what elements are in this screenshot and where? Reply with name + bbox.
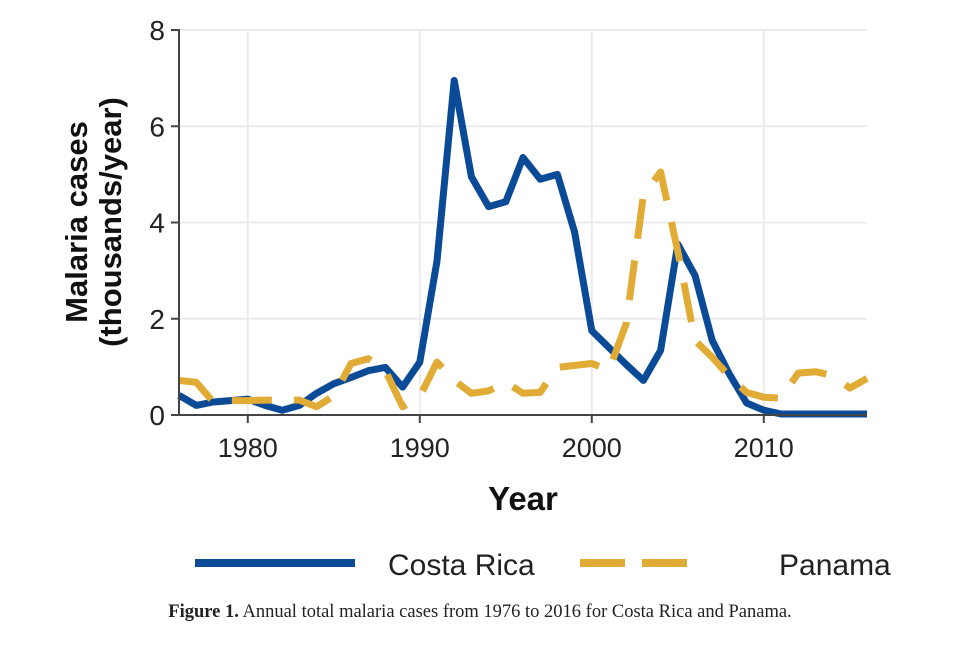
caption-label: Figure 1.: [168, 602, 239, 622]
x-tick-label: 2010: [734, 433, 794, 463]
y-tick-label: 2: [149, 304, 165, 335]
legend-label-panama: Panama: [779, 549, 891, 582]
y-axis-label-line: Malaria cases: [59, 121, 94, 323]
gridlines: [179, 29, 867, 416]
caption-text: Annual total malaria cases from 1976 to …: [238, 602, 792, 622]
y-tick-label: 6: [149, 111, 165, 142]
x-tick-label: 2000: [562, 433, 622, 463]
line-chart: 0 2 4 6 8 1980 1990 2000 2010 Malaria cases (thou…: [59, 15, 891, 582]
series-line-panama: [178, 168, 869, 411]
x-tick-label: 1990: [390, 433, 450, 463]
series-layer: [177, 77, 869, 418]
legend: Costa Rica Panama: [195, 549, 891, 582]
series-line-costa-rica: [177, 77, 867, 418]
axes: 0 2 4 6 8 1980 1990 2000 2010: [149, 15, 867, 463]
y-axis-label: Malaria cases (thousands/year): [59, 97, 128, 347]
y-axis-label-group: Malaria cases (thousands/year): [59, 97, 128, 347]
y-tick-label: 0: [149, 400, 165, 431]
legend-label-costa-rica: Costa Rica: [388, 549, 535, 582]
x-tick-label: 1980: [218, 433, 278, 463]
y-tick-label: 8: [149, 15, 165, 46]
y-tick-label: 4: [149, 208, 165, 239]
figure-caption: Figure 1. Annual total malaria cases fro…: [70, 602, 890, 623]
y-axis-label-line: (thousands/year): [93, 97, 128, 347]
x-axis-label: Year: [488, 480, 558, 517]
